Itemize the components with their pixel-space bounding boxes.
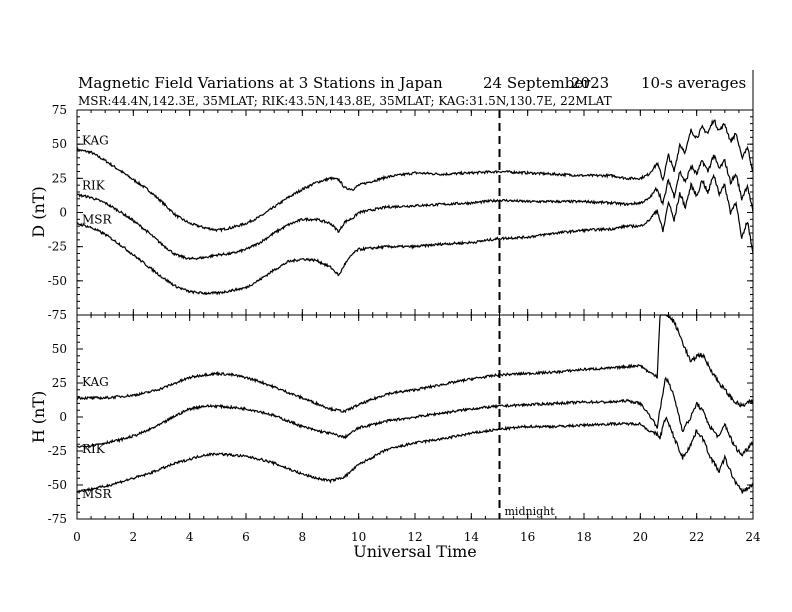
station-label-kag: KAG bbox=[82, 375, 109, 389]
y-tick-label: 75 bbox=[52, 103, 67, 117]
y-tick-label: -50 bbox=[48, 274, 67, 288]
x-tick-label: 2 bbox=[130, 530, 138, 544]
top-y-ticks: 75 50 25 0 -25 -50 -75 bbox=[48, 103, 753, 322]
series-line-msr bbox=[77, 173, 754, 296]
top-panel-frame bbox=[76, 109, 754, 316]
x-tick-label: 16 bbox=[520, 530, 535, 544]
y-tick-label: 25 bbox=[52, 376, 67, 390]
series-line-kag bbox=[76, 119, 754, 233]
y-tick-label: 0 bbox=[59, 206, 67, 220]
y-tick-label: -25 bbox=[48, 444, 67, 458]
midnight-label: midnight bbox=[505, 505, 556, 518]
chart-year: 2023 bbox=[571, 74, 609, 92]
x-tick-label: 18 bbox=[576, 530, 591, 544]
x-tick-label: 6 bbox=[242, 530, 250, 544]
x-tick-label: 24 bbox=[745, 530, 761, 544]
series-line-kag bbox=[76, 314, 754, 414]
y-tick-label: -50 bbox=[48, 478, 67, 492]
x-tick-label: 4 bbox=[186, 530, 194, 544]
y-tick-label: 50 bbox=[52, 137, 67, 151]
x-tick-label: 12 bbox=[407, 530, 422, 544]
x-axis-label: Universal Time bbox=[353, 542, 476, 561]
y-tick-label: -25 bbox=[48, 240, 67, 254]
x-ticks: 0 2 4 6 8 10 12 14 16 18 20 22 24 bbox=[73, 110, 761, 544]
h-axis-label: H (nT) bbox=[29, 391, 48, 444]
stations-info: MSR:44.4N,142.3E, 35MLAT; RIK:43.5N,143.… bbox=[78, 94, 612, 108]
x-tick-label: 14 bbox=[464, 530, 480, 544]
series-line-msr bbox=[76, 416, 754, 495]
series-line-rik bbox=[76, 376, 754, 457]
x-tick-label: 10 bbox=[351, 530, 366, 544]
averaging-label: 10-s averages bbox=[641, 74, 746, 92]
x-tick-label: 20 bbox=[633, 530, 648, 544]
bottom-series-group bbox=[76, 314, 754, 495]
x-tick-label: 8 bbox=[299, 530, 307, 544]
station-label-kag: KAG bbox=[82, 134, 109, 148]
y-tick-label: 25 bbox=[52, 171, 67, 185]
x-tick-label: 0 bbox=[73, 530, 81, 544]
bottom-y-ticks: 50 25 0 -25 -50 -75 bbox=[48, 314, 753, 526]
y-tick-label: -75 bbox=[48, 512, 67, 526]
y-tick-label: 50 bbox=[52, 342, 67, 356]
series-line-rik bbox=[76, 154, 754, 261]
station-label-msr: MSR bbox=[82, 487, 113, 501]
y-tick-label: -75 bbox=[48, 308, 67, 322]
y-tick-label: 0 bbox=[59, 410, 67, 424]
top-series-group bbox=[76, 119, 754, 296]
station-label-rik: RIK bbox=[82, 179, 106, 193]
d-axis-label: D (nT) bbox=[29, 186, 48, 237]
x-tick-label: 22 bbox=[689, 530, 704, 544]
station-label-rik: RIK bbox=[82, 442, 106, 456]
station-labels: KAG RIK MSR KAG RIK MSR bbox=[82, 134, 113, 501]
chart-title: Magnetic Field Variations at 3 Stations … bbox=[78, 74, 443, 92]
chart-date: 24 September bbox=[483, 74, 591, 92]
station-label-msr: MSR bbox=[82, 212, 113, 226]
